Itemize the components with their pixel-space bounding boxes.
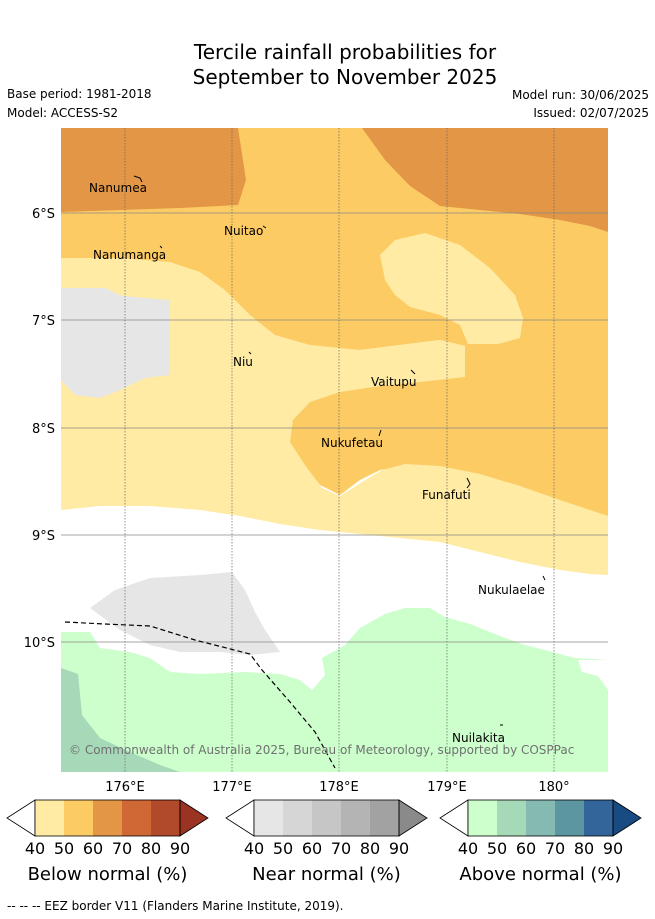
colorbar-legends: 40 50 60 70 80 90 Below normal (%) 40 50 60 70 80 90… [6,799,642,885]
below-normal-colorbar: 40 50 60 70 80 90 Below normal (%) [6,799,209,885]
near-normal-colorbar-tick-label: 90 [389,839,409,858]
near-normal-colorbar-segment [312,800,341,836]
place-label-nanumea: Nanumea [89,181,147,195]
island-labels: Nanumea Nuitao Nanumanga Niu Vaitupu Nuk… [89,181,545,745]
near-normal-colorbar-segment [283,800,312,836]
above-normal-colorbar-title: Above normal (%) [459,864,621,885]
place-label-nuitao: Nuitao [224,224,263,238]
map-title-line2: September to November 2025 [192,65,498,89]
below-normal-colorbar-segment [35,800,64,836]
near-normal-colorbar-under-arrow [225,799,255,837]
near-normal-40-50-region-south [90,572,280,655]
lon-label-178e: 178°E [319,780,359,795]
place-label-funafuti: Funafuti [422,488,471,502]
above-normal-colorbar-tick-label: 90 [603,839,623,858]
below-normal-colorbar-outline [34,799,181,837]
above-normal-colorbar-tick-label: 80 [574,839,594,858]
place-label-niu: Niu [233,355,253,369]
below-normal-colorbar-segment [151,800,180,836]
lat-label-9s: 9°S [32,529,55,544]
above-normal-colorbar-tick-label: 40 [458,839,478,858]
above-normal-colorbar-segment [526,800,555,836]
below-normal-colorbar-over-arrow [179,799,209,837]
model-run-label: Model run: 30/06/2025 [511,88,649,102]
white-notch-east [578,660,608,690]
map-plot-area: Nanumea Nuitao Nanumanga Niu Vaitupu Nuk… [61,128,608,772]
near-normal-40-50-region-west [61,288,170,398]
copyright-notice: © Commonwealth of Australia 2025, Bureau… [69,743,574,757]
near-normal-colorbar: 40 50 60 70 80 90 Near normal (%) [225,799,428,885]
above-normal-colorbar-segment [468,800,497,836]
below-normal-40-50-region-east [380,233,523,344]
place-label-nanumanga: Nanumanga [93,248,166,262]
below-normal-50-60-region-east [465,346,470,372]
near-normal-colorbar-over-arrow [398,799,428,837]
near-normal-colorbar-outline [253,799,400,837]
place-label-nukufetau: Nukufetau [321,436,383,450]
island-marks [133,175,546,726]
above-normal-colorbar-segment [584,800,613,836]
below-normal-colorbar-segment [93,800,122,836]
below-normal-colorbar-tick-label: 40 [25,839,45,858]
below-normal-colorbar-segment [122,800,151,836]
lon-grid-lines [124,128,555,772]
map-title-line1: Tercile rainfall probabilities for [193,40,497,64]
near-normal-colorbar-title: Near normal (%) [252,864,401,885]
map-title: Tercile rainfall probabilities for Septe… [0,40,655,90]
above-normal-50-60-region [61,668,180,772]
lat-grid-lines [61,212,608,643]
lat-label-10s: 10°S [24,636,55,651]
above-normal-colorbar-tick-label: 60 [516,839,536,858]
below-normal-colorbar-tick-label: 50 [54,839,74,858]
lat-label-8s: 8°S [32,422,55,437]
lon-label-176e: 176°E [105,780,145,795]
below-normal-colorbar-tick-label: 90 [170,839,190,858]
near-normal-colorbar-tick-label: 70 [331,839,351,858]
model-label: Model: ACCESS-S2 [7,106,119,120]
below-normal-colorbar-title: Below normal (%) [28,864,188,885]
near-normal-colorbar-segment [254,800,283,836]
place-label-nuilakita: Nuilakita [452,731,505,745]
below-normal-colorbar-tick-label: 60 [83,839,103,858]
lat-labels: 6°S 7°S 8°S 9°S 10°S [24,207,55,651]
near-normal-colorbar-tick-label: 50 [273,839,293,858]
near-normal-colorbar-tick-label: 80 [360,839,380,858]
above-normal-colorbar-tick-label: 70 [545,839,565,858]
lon-label-180: 180° [538,780,569,795]
place-label-vaitupu: Vaitupu [371,375,417,389]
near-normal-colorbar-tick-label: 40 [244,839,264,858]
issued-label: Issued: 02/07/2025 [533,106,649,120]
below-normal-colorbar-segment [64,800,93,836]
eez-footnote: -- -- -- EEZ border V11 (Flanders Marine… [7,899,344,913]
place-label-nukulaelae: Nukulaelae [478,583,545,597]
below-normal-60-70-region-east [362,128,608,232]
near-normal-colorbar-segment [370,800,399,836]
above-normal-colorbar-under-arrow [439,799,469,837]
lat-label-7s: 7°S [32,314,55,329]
near-normal-colorbar-segment [341,800,370,836]
lon-label-177e: 177°E [212,780,252,795]
lon-label-179e: 179°E [427,780,467,795]
above-normal-colorbar: 40 50 60 70 80 90 Above normal (%) [439,799,642,885]
base-period-label: Base period: 1981-2018 [7,87,152,101]
above-normal-colorbar-outline [467,799,614,837]
below-normal-60-70-region-west [61,128,246,212]
above-normal-colorbar-tick-label: 50 [487,839,507,858]
lon-labels: 176°E 177°E 178°E 179°E 180° [105,780,569,795]
below-normal-colorbar-tick-label: 70 [112,839,132,858]
below-normal-40-50-region [61,258,608,575]
near-normal-colorbar-tick-label: 60 [302,839,322,858]
below-normal-colorbar-under-arrow [6,799,36,837]
above-normal-40-50-region [61,608,608,772]
eez-border [64,621,336,769]
above-normal-colorbar-segment [497,800,526,836]
below-normal-colorbar-tick-label: 80 [141,839,161,858]
near-normal-40-50-region-fleck [61,306,78,322]
lat-label-6s: 6°S [32,207,55,222]
above-normal-colorbar-over-arrow [612,799,642,837]
above-normal-colorbar-segment [555,800,584,836]
below-normal-50-60-region [61,128,608,518]
